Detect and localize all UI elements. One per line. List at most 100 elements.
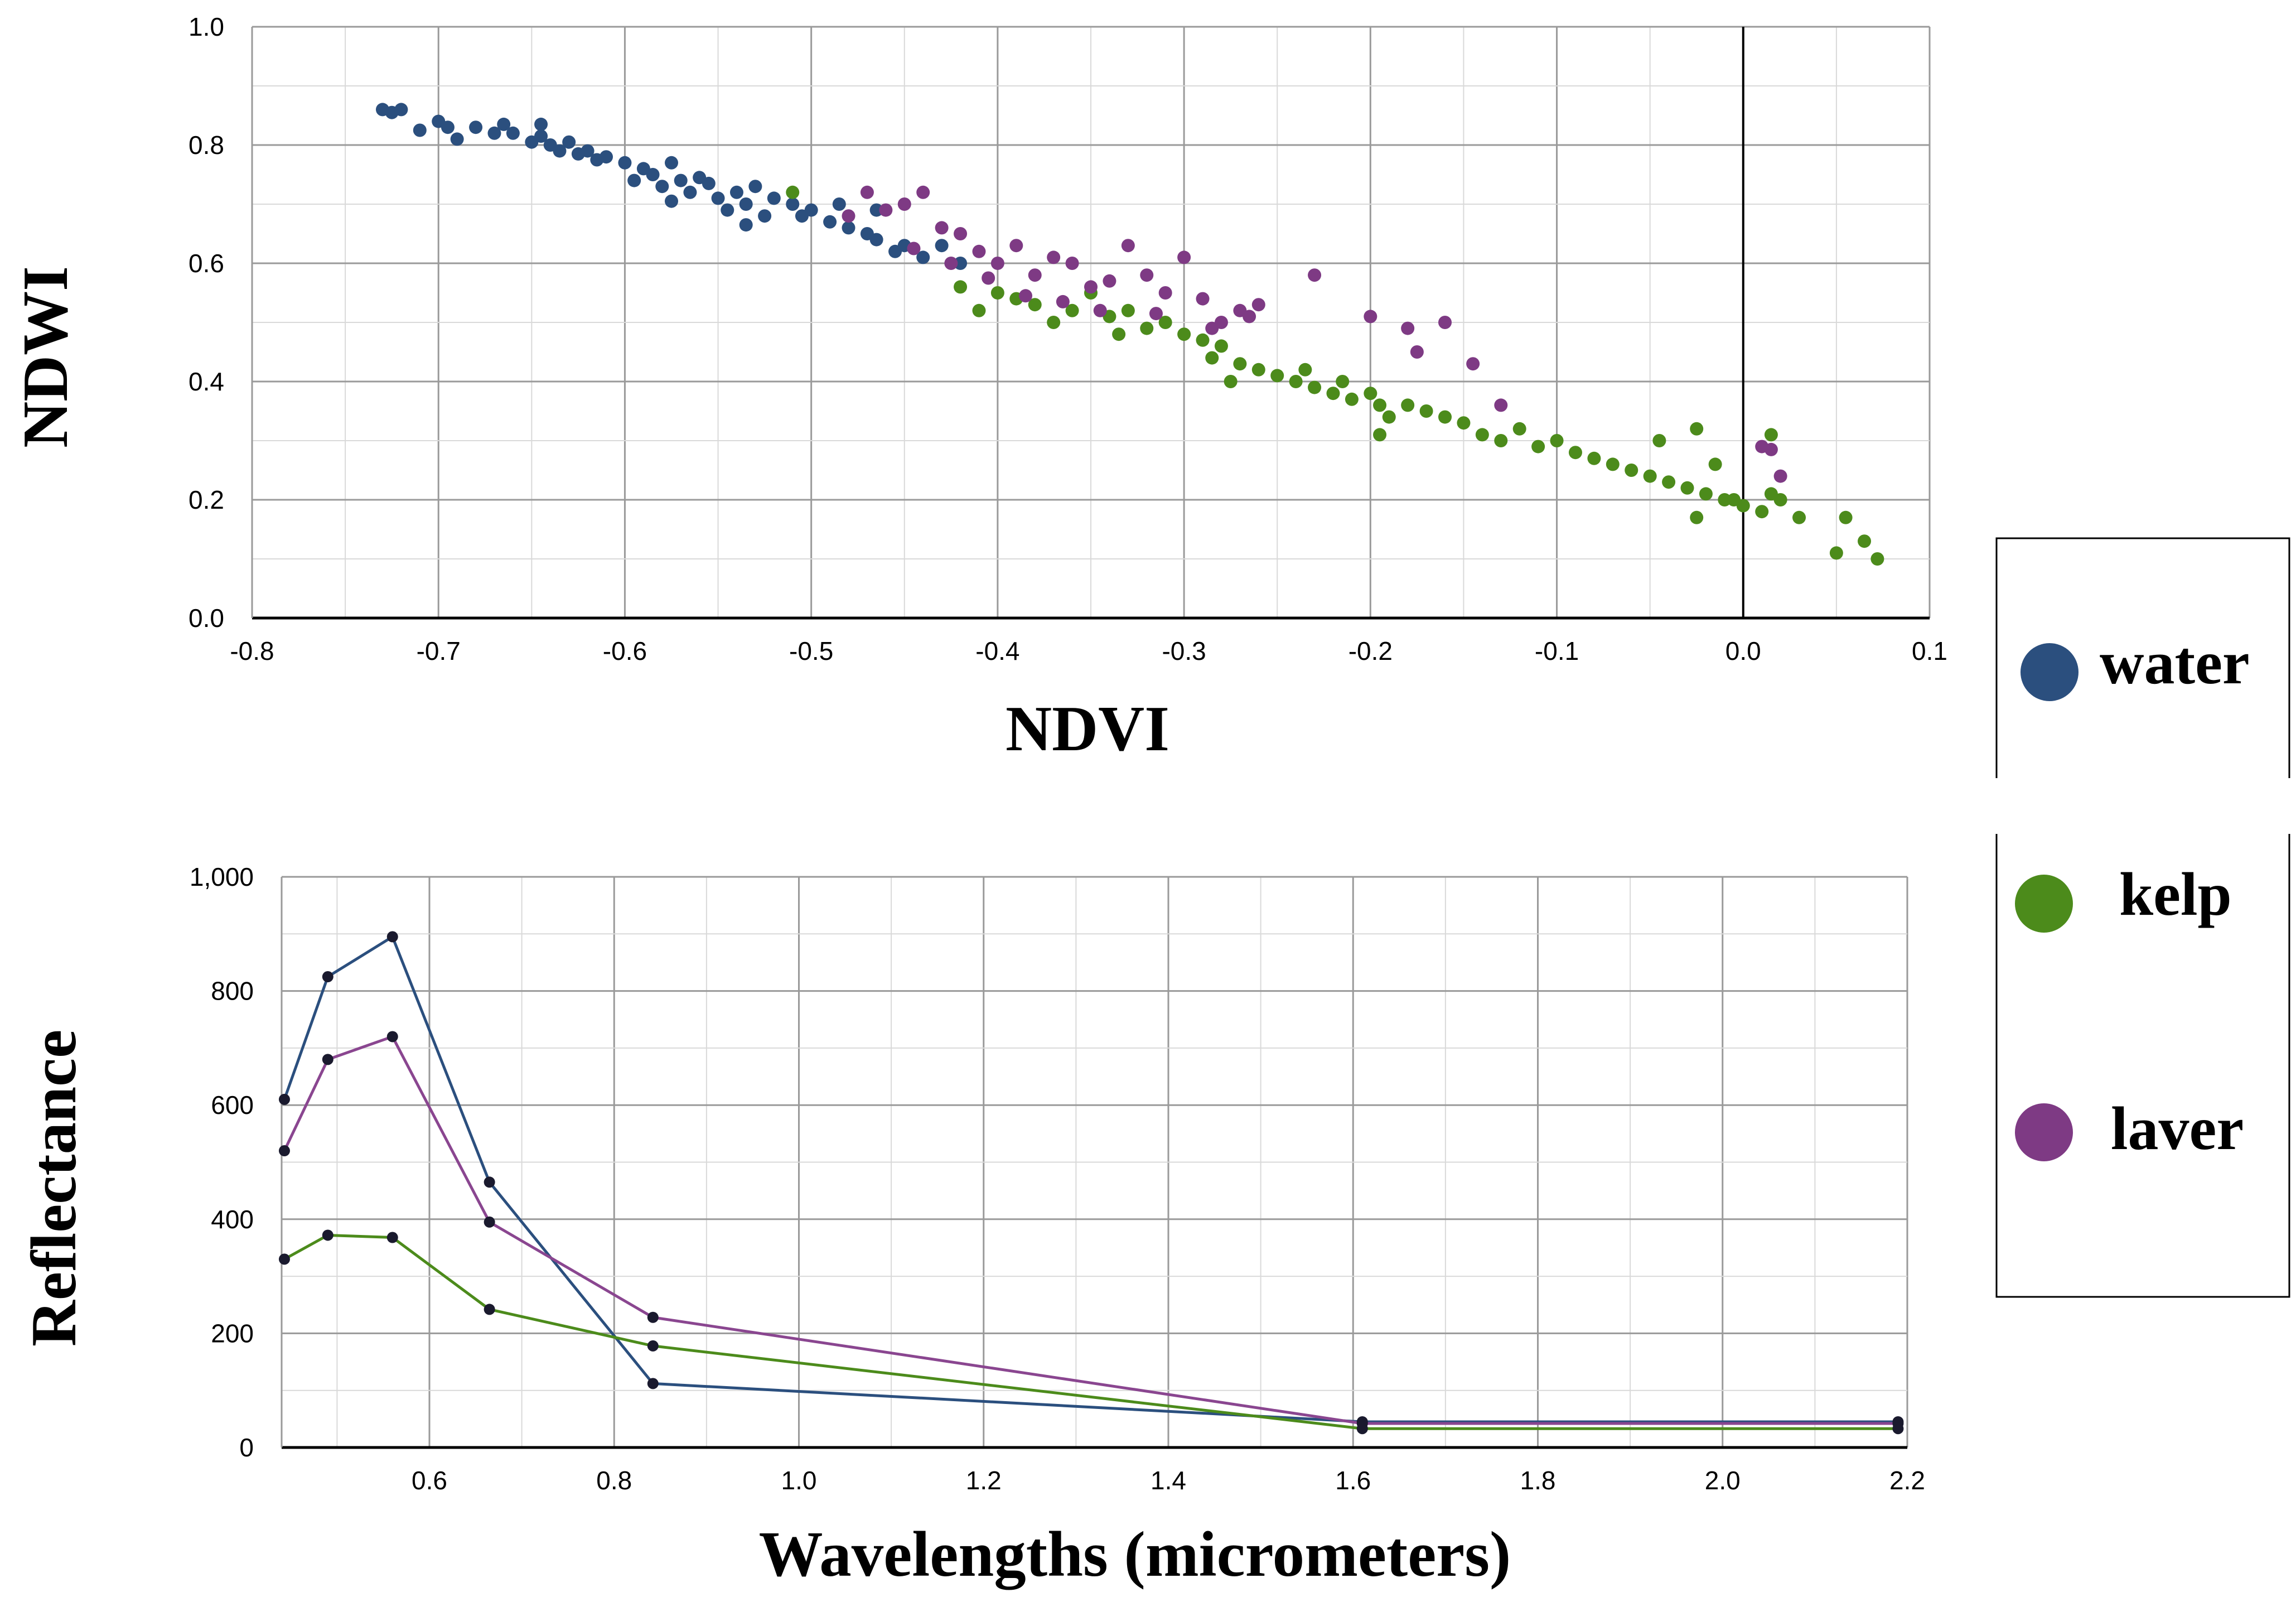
scatter-point-laver — [1149, 307, 1163, 321]
line-x-tick-label: 1.8 — [1520, 1466, 1556, 1495]
scatter-point-water — [869, 203, 883, 217]
scatter-point-water — [413, 123, 427, 137]
scatter-point-kelp — [1457, 416, 1471, 430]
scatter-point-kelp — [1047, 316, 1061, 329]
scatter-point-kelp — [1112, 327, 1126, 341]
scatter-point-kelp — [1829, 546, 1843, 560]
scatter-point-kelp — [1680, 481, 1694, 495]
scatter-point-kelp — [786, 185, 800, 199]
line-point-kelp — [322, 1229, 333, 1241]
scatter-point-laver — [1494, 398, 1508, 412]
scatter-point-kelp — [1177, 327, 1191, 341]
legend: water kelp laver — [1991, 537, 2295, 1298]
scatter-y-axis-label: NDWI — [10, 266, 81, 448]
scatter-x-axis-label: NDVI — [1006, 693, 1169, 764]
scatter-point-kelp — [1336, 375, 1350, 388]
scatter-point-water — [739, 218, 753, 232]
scatter-point-kelp — [1718, 493, 1732, 506]
line-series — [278, 931, 1904, 1435]
scatter-point-water — [618, 156, 632, 170]
scatter-point-kelp — [1373, 428, 1387, 442]
scatter-point-laver — [842, 209, 855, 223]
scatter-y-tick-label: 0.2 — [188, 485, 224, 514]
scatter-point-water — [562, 135, 576, 149]
scatter-point-kelp — [1065, 303, 1079, 317]
scatter-point-kelp — [1690, 510, 1704, 524]
scatter-point-kelp — [1708, 457, 1722, 471]
scatter-point-kelp — [1699, 487, 1713, 501]
scatter-point-laver — [1410, 345, 1424, 359]
scatter-point-laver — [1764, 442, 1778, 456]
scatter-point-laver — [1364, 310, 1377, 324]
scatter-point-water — [469, 120, 483, 134]
scatter-point-laver — [990, 257, 1004, 270]
scatter-point-water — [581, 144, 594, 158]
scatter-point-kelp — [1419, 404, 1433, 418]
scatter-point-water — [721, 203, 734, 217]
scatter-point-kelp — [1531, 440, 1545, 453]
line-y-tick-label: 200 — [211, 1319, 254, 1348]
scatter-point-water — [683, 185, 697, 199]
scatter-point-water — [748, 180, 762, 194]
scatter-point-water — [441, 120, 455, 134]
scatter-point-laver — [879, 203, 893, 217]
scatter-point-water — [916, 250, 930, 264]
scatter-point-laver — [1093, 303, 1107, 317]
scatter-point-water — [553, 144, 567, 158]
legend-water-marker — [2021, 643, 2079, 701]
scatter-point-laver — [1019, 289, 1033, 303]
scatter-point-laver — [1243, 310, 1256, 324]
scatter-point-kelp — [1512, 422, 1526, 436]
scatter-point-kelp — [1643, 469, 1657, 483]
line-point-kelp — [647, 1340, 659, 1352]
scatter-x-tick-label: -0.3 — [1162, 636, 1206, 665]
scatter-point-kelp — [1606, 457, 1620, 471]
scatter-point-laver — [1047, 250, 1061, 264]
scatter-y-tick-label: 0.0 — [188, 604, 224, 633]
scatter-point-water — [394, 103, 408, 117]
line-grid — [281, 876, 1908, 1449]
scatter-point-water — [665, 194, 678, 208]
scatter-point-kelp — [1214, 339, 1228, 353]
line-point-kelp — [386, 1232, 398, 1243]
scatter-point-kelp — [1792, 510, 1806, 524]
scatter-x-tick-label: -0.2 — [1348, 636, 1393, 665]
scatter-chart: -0.8 -0.7 -0.6 -0.5 -0.4 -0.3 -0.2 -0.1 0.0 0.1 0.… — [10, 12, 1947, 764]
scatter-point-kelp — [1690, 422, 1704, 436]
scatter-point-kelp — [1224, 375, 1238, 388]
scatter-point-laver — [1158, 286, 1172, 300]
scatter-point-kelp — [1870, 552, 1884, 566]
line-point-water — [386, 931, 398, 943]
scatter-point-kelp — [1326, 387, 1340, 400]
scatter-point-kelp — [1764, 428, 1778, 442]
scatter-x-tick-label: 0.1 — [1912, 636, 1947, 665]
line-y-tick-label: 800 — [211, 977, 254, 1006]
scatter-point-water — [627, 173, 641, 187]
scatter-y-tick-label: 0.4 — [188, 367, 224, 396]
line-point-water — [322, 971, 333, 983]
scatter-point-kelp — [1755, 505, 1769, 519]
scatter-point-kelp — [1373, 398, 1387, 412]
scatter-point-water — [758, 209, 772, 223]
scatter-point-water — [655, 180, 669, 194]
scatter-point-laver — [916, 185, 930, 199]
scatter-point-kelp — [1289, 375, 1303, 388]
scatter-point-laver — [944, 257, 958, 270]
line-x-tick-label: 0.6 — [412, 1466, 447, 1495]
scatter-point-kelp — [1364, 387, 1377, 400]
scatter-point-laver — [954, 227, 968, 240]
scatter-point-kelp — [1196, 333, 1210, 347]
scatter-point-laver — [1140, 268, 1154, 282]
line-point-kelp — [484, 1304, 495, 1315]
scatter-point-kelp — [1652, 434, 1666, 447]
scatter-point-kelp — [1121, 303, 1135, 317]
scatter-point-water — [450, 132, 464, 146]
scatter-point-water — [487, 126, 501, 140]
line-y-tick-label: 400 — [211, 1205, 254, 1234]
scatter-point-kelp — [1345, 392, 1359, 406]
scatter-point-water — [534, 129, 548, 143]
scatter-point-kelp — [1568, 446, 1582, 460]
scatter-point-kelp — [1550, 434, 1564, 447]
scatter-x-tick-label: -0.4 — [975, 636, 1019, 665]
scatter-point-laver — [1177, 250, 1191, 264]
